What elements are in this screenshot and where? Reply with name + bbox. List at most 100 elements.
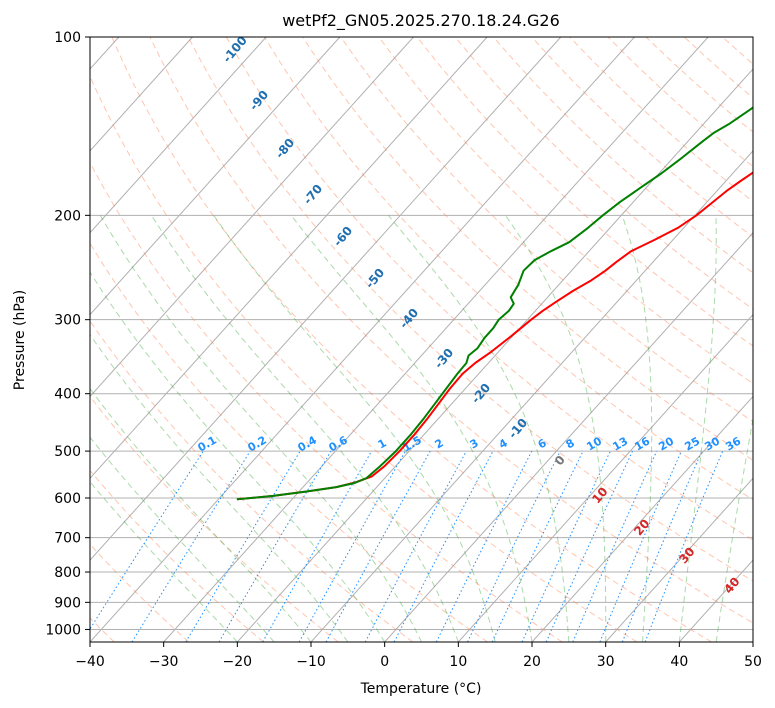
- dry-adiabat: [90, 543, 190, 642]
- mixing-ratio-label: 4: [497, 436, 510, 451]
- y-tick-label: 900: [54, 595, 81, 611]
- dry-adiabat: [111, 37, 712, 642]
- isotherm-gridline: [90, 37, 414, 398]
- mixing-ratio-line: [364, 450, 467, 642]
- isotherm-gridline: [384, 231, 753, 642]
- mixing-ratio-label: 20: [656, 434, 676, 453]
- isotherm-gridline: [236, 68, 753, 642]
- dry-adiabat: [149, 37, 753, 624]
- dry-adiabat: [90, 395, 339, 642]
- mixing-ratio-line: [644, 450, 724, 642]
- moist-adiabat: [290, 214, 533, 642]
- dry-adiabat: [531, 37, 753, 238]
- moist-adiabat: [388, 214, 570, 642]
- moist-adiabat: [90, 387, 312, 642]
- chart-title: wetPf2_GN05.2025.270.18.24.G26: [282, 11, 560, 31]
- y-tick-label: 800: [54, 565, 81, 581]
- moist-adiabat: [621, 215, 653, 642]
- dry-adiabat: [264, 37, 753, 501]
- dry-adiabat: [90, 242, 488, 642]
- moist-adiabat: [678, 215, 717, 642]
- isotherm-gridline: [90, 37, 193, 152]
- isotherm-label: -80: [273, 136, 298, 162]
- moist-adiabat: [715, 416, 753, 642]
- isotherm-label: -40: [397, 306, 422, 332]
- dry-adiabat: [683, 37, 753, 99]
- mixing-ratio-label: 16: [632, 434, 652, 453]
- x-tick-label: 40: [670, 654, 688, 670]
- mixing-ratio-line: [599, 450, 682, 642]
- mixing-ratio-line: [90, 450, 204, 630]
- mixing-ratio-label: 36: [723, 434, 743, 453]
- isotherm-label: -90: [247, 88, 272, 114]
- dry-adiabat: [416, 37, 753, 347]
- mixing-ratio-label: 3: [468, 436, 481, 451]
- x-tick-label: 10: [449, 654, 467, 670]
- isotherm-label: -60: [331, 224, 356, 250]
- isotherm-label: -30: [432, 346, 457, 372]
- mixing-ratio-line: [262, 450, 373, 642]
- mixing-ratio-label: 13: [610, 435, 630, 454]
- mixing-ratio-line: [185, 450, 301, 642]
- isotherm-label: 40: [721, 575, 742, 597]
- mixing-ratio-label: 6: [536, 436, 549, 451]
- y-axis-label: Pressure (hPa): [12, 290, 28, 390]
- mixing-ratio-label: 25: [682, 435, 702, 454]
- moist-adiabat: [213, 215, 496, 642]
- dry-adiabat: [90, 161, 563, 642]
- isotherm-gridline: [531, 395, 753, 642]
- mixing-ratio-line: [621, 450, 703, 642]
- dry-adiabat: [378, 37, 753, 385]
- isotherm-label: -50: [363, 266, 388, 292]
- plot-frame: [89, 36, 754, 643]
- y-tick-label: 500: [54, 444, 81, 460]
- x-tick-label: −30: [149, 654, 179, 670]
- isotherm-label: 0: [552, 453, 568, 468]
- isotherm-label: -20: [469, 381, 494, 407]
- mixing-ratio-label: 8: [564, 436, 577, 451]
- x-tick-label: −40: [75, 654, 105, 670]
- isotherm-label: 30: [676, 545, 697, 567]
- x-tick-label: 30: [597, 654, 615, 670]
- isotherm-gridline: [90, 37, 267, 234]
- y-tick-label: 700: [54, 531, 81, 547]
- mixing-ratio-line: [325, 450, 431, 642]
- isotherm-gridline: [605, 477, 753, 642]
- moist-adiabat: [504, 215, 607, 642]
- dry-adiabat: [645, 37, 753, 133]
- moist-adiabat: [90, 481, 238, 642]
- mixing-ratio-line: [545, 450, 633, 642]
- moist-adiabat: [90, 436, 275, 642]
- mixing-ratio-line: [298, 450, 406, 642]
- x-tick-label: 20: [523, 654, 541, 670]
- isotherm-gridline: [752, 641, 753, 642]
- x-axis: −40 −30 −20 −10 0 10 20 30 40 50: [75, 642, 762, 670]
- isotherm-label: -70: [301, 182, 326, 208]
- y-tick-label: 600: [54, 491, 81, 507]
- mixing-ratio-label: 1: [376, 436, 389, 451]
- moist-adiabat: [151, 215, 459, 642]
- y-tick-label: 1000: [45, 622, 81, 638]
- isotherm-gridline: [457, 313, 753, 642]
- moist-adiabat: [90, 271, 386, 642]
- x-tick-label: −10: [296, 654, 326, 670]
- temperature-profile: [236, 171, 753, 501]
- x-tick-label: 0: [380, 654, 389, 670]
- isotherm-gridline: [163, 37, 709, 642]
- mixing-ratio-label: 2: [433, 436, 446, 451]
- moist-adiabat: [90, 333, 349, 642]
- isotherm-gridline: [90, 37, 635, 642]
- dry-adiabat: [90, 469, 264, 642]
- isotherm-gridline: [90, 37, 341, 316]
- dewpoint-profile: [236, 106, 753, 501]
- mixing-ratio-line: [435, 450, 533, 642]
- mixing-ratio-label: 30: [702, 434, 722, 453]
- dry-adiabat: [90, 320, 414, 642]
- dry-adiabat: [454, 37, 753, 310]
- y-tick-label: 200: [54, 208, 81, 224]
- mixing-ratio-line: [572, 450, 658, 642]
- x-axis-label: Temperature (°C): [360, 681, 482, 697]
- x-tick-label: 50: [744, 654, 762, 670]
- isotherm-gridline: [90, 37, 562, 561]
